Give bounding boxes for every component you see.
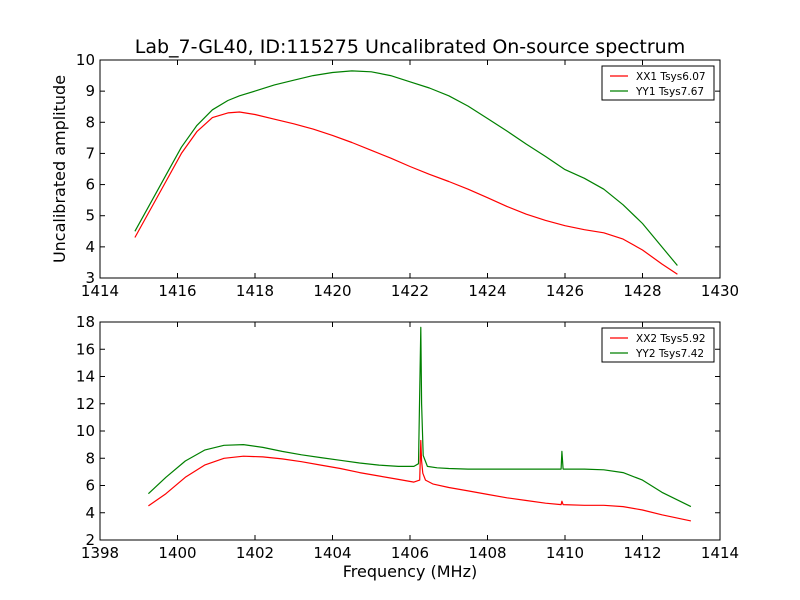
y-tick-label: 18 xyxy=(76,313,95,331)
x-tick-label: 1408 xyxy=(468,544,506,562)
x-tick-label: 1404 xyxy=(313,544,351,562)
x-tick-label: 1428 xyxy=(623,282,661,300)
y-tick-label: 4 xyxy=(85,238,95,256)
legend-label: YY1 Tsys7.67 xyxy=(635,86,704,98)
y-axis-label: Uncalibrated amplitude xyxy=(50,75,69,263)
x-tick-label: 1398 xyxy=(81,544,119,562)
y-tick-label: 6 xyxy=(85,176,95,194)
x-axis-label: Frequency (MHz) xyxy=(343,562,477,581)
series-line-xx2-tsys5-92 xyxy=(148,439,692,522)
top-panel: 1414 1416 1418 1420 1422 1424 1426 1428 1430 3 4 5 6… xyxy=(76,51,739,300)
x-tick-label: 1416 xyxy=(158,282,196,300)
legend-box xyxy=(601,65,715,101)
y-tick-label: 6 xyxy=(85,477,95,495)
x-tick-label: 1410 xyxy=(546,544,584,562)
y-tick-label: 9 xyxy=(85,82,95,100)
legend-label: YY2 Tsys7.42 xyxy=(635,348,704,360)
y-tick-label: 3 xyxy=(85,269,95,287)
y-tick-label: 4 xyxy=(85,504,95,522)
series-line-xx1-tsys6-07 xyxy=(134,111,678,275)
x-tick-label: 1420 xyxy=(313,282,351,300)
legend-label: XX1 Tsys6.07 xyxy=(636,71,706,83)
y-tick-label: 5 xyxy=(85,207,95,225)
y-tick-label: 10 xyxy=(76,422,95,440)
y-tick-label: 12 xyxy=(76,395,95,413)
series-line-yy2-tsys7-42 xyxy=(147,326,692,508)
x-tick-label: 1406 xyxy=(391,544,429,562)
x-tick-label: 1412 xyxy=(623,544,661,562)
figure-title: Lab_7-GL40, ID:115275 Uncalibrated On-so… xyxy=(135,36,685,58)
bottom-panel: 1398 1400 1402 1404 1406 1408 1410 1412 14142468… xyxy=(76,313,739,562)
y-tick-label: 16 xyxy=(76,340,95,358)
x-tick-label: 1402 xyxy=(236,544,274,562)
legend-label: XX2 Tsys5.92 xyxy=(636,333,706,345)
legend-box xyxy=(601,327,715,363)
x-tick-label: 1422 xyxy=(391,282,429,300)
y-tick-label: 10 xyxy=(76,51,95,69)
series-line-yy1-tsys7-67 xyxy=(134,70,678,266)
y-tick-label: 7 xyxy=(85,144,95,162)
x-tick-label: 1424 xyxy=(468,282,506,300)
x-tick-label: 1430 xyxy=(701,282,739,300)
x-tick-label: 1414 xyxy=(701,544,739,562)
legend: XX2 Tsys5.92 YY2 Tsys7.42 xyxy=(601,327,715,363)
x-tick-label: 1400 xyxy=(158,544,196,562)
legend: XX1 Tsys6.07 YY1 Tsys7.67 xyxy=(601,65,715,101)
y-tick-label: 8 xyxy=(85,449,95,467)
y-tick-label: 14 xyxy=(76,368,95,386)
x-tick-label: 1418 xyxy=(236,282,274,300)
y-tick-label: 2 xyxy=(85,531,95,549)
y-tick-label: 8 xyxy=(85,113,95,131)
x-tick-label: 1426 xyxy=(546,282,584,300)
x-tick-label: 1414 xyxy=(81,282,119,300)
